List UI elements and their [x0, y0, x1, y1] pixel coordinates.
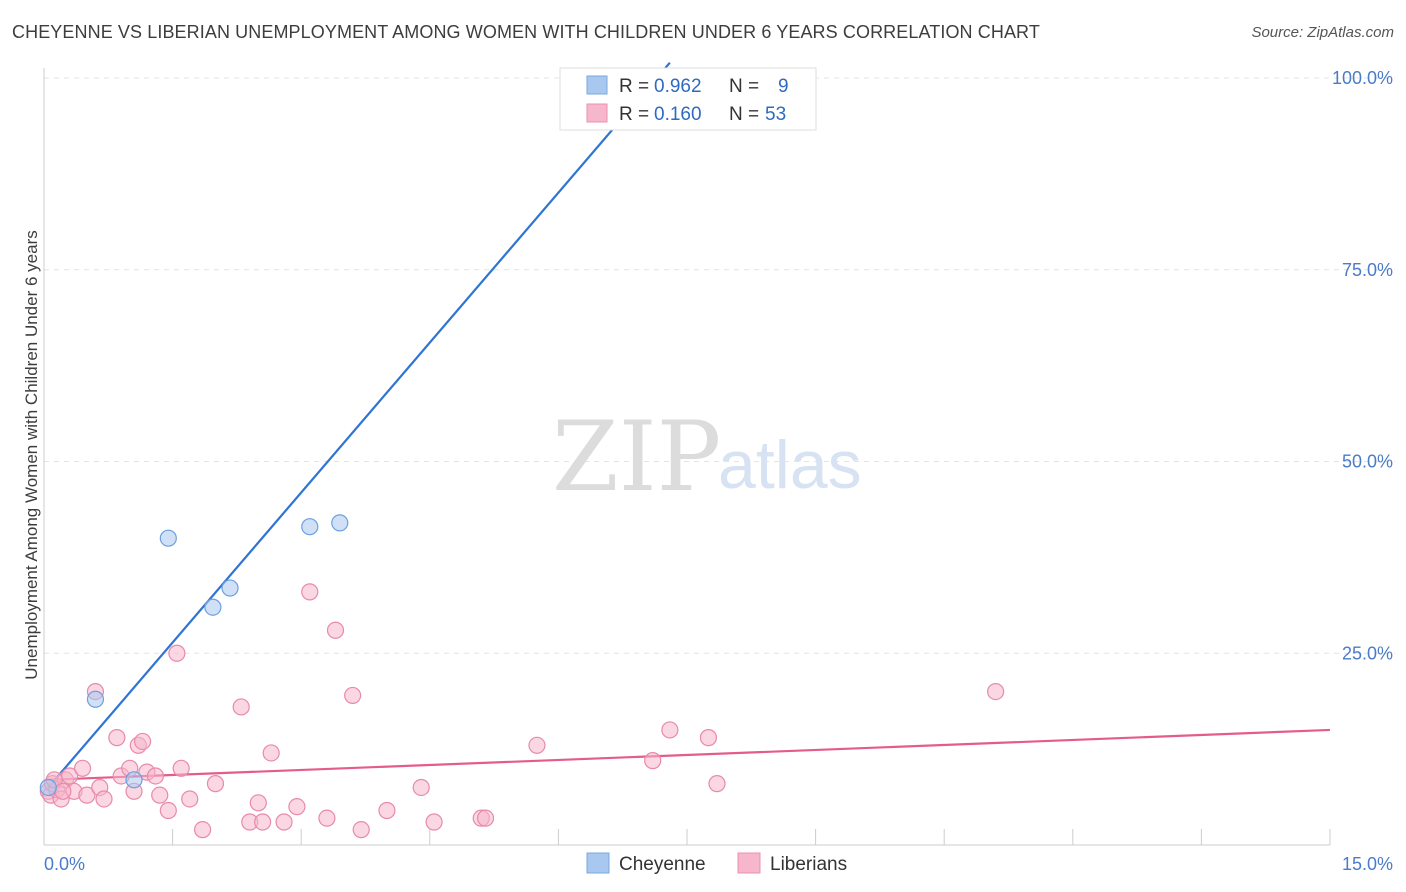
liberians-point: [146, 767, 165, 785]
liberians-point: [108, 729, 126, 747]
liberians-point: [159, 801, 177, 820]
cheyenne-point: [125, 771, 143, 789]
x-tick-label: 15.0%: [1342, 854, 1393, 874]
chart-source: Source: ZipAtlas.com: [1251, 24, 1394, 41]
n-label-liberians: N =: [729, 104, 759, 125]
gridlines: [44, 77, 1395, 654]
cheyenne-point: [204, 598, 222, 616]
liberians-point: [412, 778, 430, 797]
liberians-swatch: [586, 103, 608, 123]
liberians-point: [151, 786, 169, 804]
liberians-point: [54, 782, 72, 800]
liberians-point: [425, 813, 443, 831]
chart-title: CHEYENNE VS LIBERIAN UNEMPLOYMENT AMONG …: [12, 22, 1040, 42]
liberians-point: [378, 801, 396, 820]
y-tick-label: 100.0%: [1332, 68, 1393, 88]
liberians-point: [133, 732, 152, 751]
cheyenne-point: [39, 778, 57, 797]
axes: [43, 68, 1331, 846]
legend-cheyenne-label: Cheyenne: [619, 854, 706, 875]
liberians-point: [318, 809, 336, 827]
n-value-liberians: 53: [765, 104, 786, 125]
liberians-point: [708, 775, 726, 793]
liberians-point: [232, 698, 250, 716]
liberians-point: [275, 813, 293, 831]
liberians-point: [206, 775, 225, 793]
cheyenne-point: [301, 518, 319, 536]
liberians-point: [699, 729, 718, 747]
liberians-point: [288, 798, 306, 816]
y-tick-labels: 25.0% 50.0% 75.0% 100.0%: [1332, 68, 1393, 663]
liberians-point: [181, 790, 199, 808]
legend-liberians-label: Liberians: [770, 854, 847, 875]
r-value-liberians: 0.160: [654, 104, 702, 125]
y-tick-label: 25.0%: [1342, 643, 1393, 663]
liberians-point: [301, 583, 319, 601]
cheyenne-point: [159, 529, 177, 547]
liberians-point: [172, 759, 190, 777]
stats-legend: R = 0.962 N = 9 R = 0.160 N = 53: [559, 67, 817, 131]
liberians-point: [168, 644, 186, 662]
liberians-point: [249, 794, 267, 812]
liberians-point: [254, 813, 272, 831]
liberians-point: [73, 759, 92, 777]
x-tick-labels: 0.0% 15.0%: [44, 854, 1393, 874]
r-label-cheyenne: R =: [619, 76, 649, 97]
series-legend: Cheyenne Liberians: [586, 852, 847, 875]
liberians-point: [528, 736, 546, 754]
liberians-point: [78, 786, 96, 804]
liberians-point: [95, 790, 113, 808]
watermark-zip: ZIP: [552, 401, 721, 513]
cheyenne-point: [331, 514, 349, 532]
liberians-point: [661, 721, 679, 739]
x-tick-label: 0.0%: [44, 854, 85, 874]
n-label-cheyenne: N =: [729, 76, 759, 97]
legend-cheyenne-swatch: [586, 852, 610, 874]
y-axis-label: Unemployment Among Women with Children U…: [22, 230, 41, 679]
liberians-point: [352, 821, 370, 839]
liberians-trend-line: [48, 728, 1331, 781]
liberians-point: [476, 809, 495, 827]
cheyenne-swatch: [586, 75, 608, 95]
liberians-point: [262, 744, 280, 762]
liberians-point: [644, 752, 662, 770]
data-points: [39, 69, 1005, 839]
cheyenne-trend-line: [47, 61, 671, 789]
legend-liberians-swatch: [737, 852, 761, 874]
r-label-liberians: R =: [619, 104, 649, 125]
cheyenne-point: [86, 690, 105, 708]
cheyenne-point: [221, 579, 239, 597]
watermark-atlas: atlas: [718, 427, 862, 503]
watermark: ZIP atlas: [552, 401, 862, 513]
liberians-point: [344, 686, 362, 705]
liberians-point: [987, 682, 1005, 701]
liberians-point: [326, 621, 345, 639]
liberians-point: [194, 821, 212, 839]
r-value-cheyenne: 0.962: [654, 76, 702, 97]
y-tick-label: 75.0%: [1342, 260, 1393, 280]
n-value-cheyenne: 9: [778, 76, 789, 97]
y-tick-label: 50.0%: [1342, 452, 1393, 472]
trend-lines: [47, 61, 1331, 789]
